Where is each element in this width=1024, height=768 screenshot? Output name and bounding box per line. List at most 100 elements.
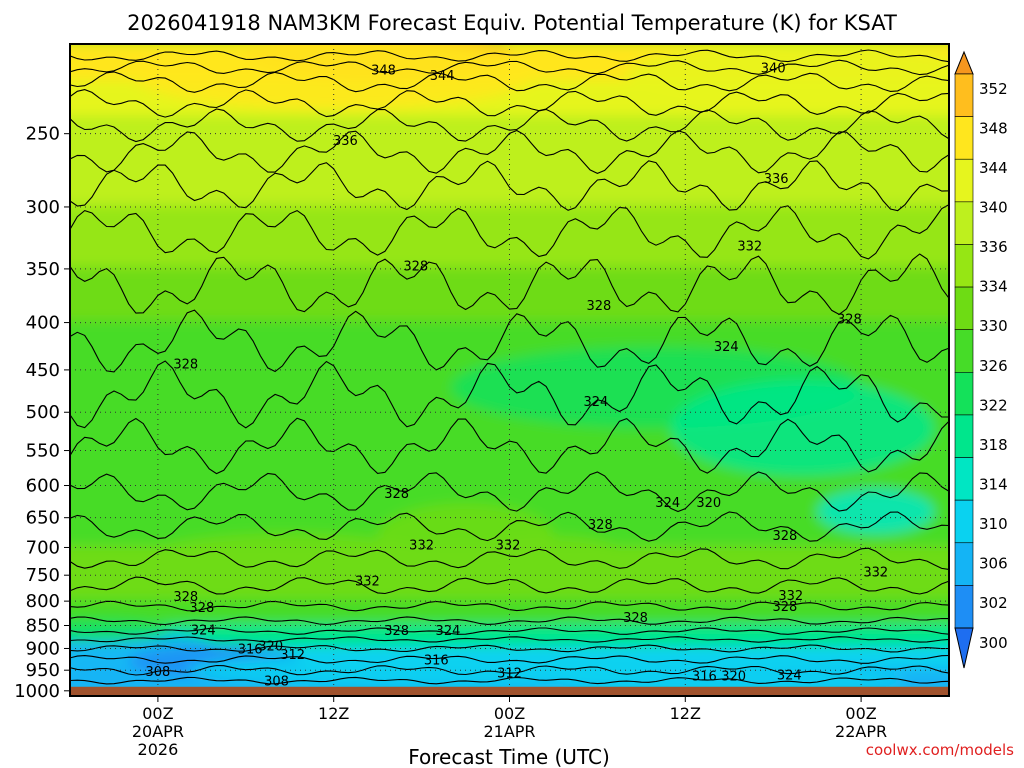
y-tick-label: 450 [26,360,60,381]
colorbar-label: 306 [979,555,1008,573]
y-tick-label: 500 [26,402,60,423]
contour-label: 324 [584,395,609,410]
theta-e-anomaly [70,619,173,642]
contour-label: 308 [145,665,170,680]
y-tick-label: 800 [26,591,60,612]
contour-label: 336 [333,134,358,149]
colorbar-label: 322 [979,396,1008,414]
colorbar-segment [954,585,974,629]
contour-label: 324 [777,668,802,683]
y-tick-label: 550 [26,441,60,462]
colorbar-label: 302 [979,594,1008,612]
contour-line [70,360,949,429]
contour-label: 328 [586,299,611,314]
contour-line [70,71,949,93]
contour-label: 328 [837,313,862,328]
contour-label: 336 [764,172,789,187]
theta-e-anomaly [143,533,437,585]
contour-label: 324 [655,496,680,511]
contour-line [70,676,949,685]
contour-line [70,160,949,212]
contour-line [70,129,949,175]
x-tick-label: 12Z [670,704,701,723]
colorbar-segment [954,244,974,288]
contour-line [70,616,949,626]
gridlines [70,44,949,696]
contour-line [70,664,949,676]
contour-label: 328 [189,601,214,616]
colorbar-label: 314 [979,476,1008,494]
x-tick-label: 22APR [835,722,887,741]
y-tick-label: 400 [26,313,60,334]
y-tick-label: 300 [26,197,60,218]
theta-e-anomaly [128,44,539,110]
contour-label: 328 [384,624,409,639]
colorbar-segment [954,372,974,416]
y-axis: 2503003504004505005506006507007508008509… [14,124,70,702]
colorbar-segment [954,457,974,501]
contour-line [70,417,949,475]
x-tick-label: 00Z [494,704,525,723]
contour-label: 312 [280,648,305,663]
contour-line [70,636,949,643]
colorbar-top-arrow [954,50,974,75]
contour-label: 320 [696,496,721,511]
contour-label: 328 [173,358,198,373]
contour-label: 316 [238,642,263,657]
contour-label: 316 [424,653,449,668]
colorbar-segment [954,414,974,458]
theta-e-anomaly [480,535,627,577]
colorbar-segment [954,73,974,117]
x-tick-label: 00Z [845,704,876,723]
colorbar-label: 300 [979,634,1008,652]
contour-line [70,89,949,118]
colorbar-segment [954,499,974,544]
contour-label: 324 [191,623,216,638]
credit-text: coolwx.com/models [866,741,1014,759]
y-tick-label: 900 [26,638,60,659]
colorbar-bottom-arrow [954,627,974,669]
theta-e-anomaly [670,380,935,476]
contour-label: 328 [173,590,198,605]
contour-label: 332 [778,589,803,604]
chart-title: 2026041918 NAM3KM Forecast Equiv. Potent… [127,11,897,35]
x-tick-label: 2026 [138,740,179,759]
y-tick-label: 600 [26,476,60,497]
colorbar-segment [954,286,974,330]
theta-e-band [70,266,949,325]
y-tick-label: 250 [26,124,60,145]
theta-e-anomaly [626,44,949,103]
colorbar-label: 340 [979,199,1008,217]
colorbar-label: 310 [979,515,1008,533]
theta-e-anomaly [553,668,906,693]
colorbar-label: 348 [979,119,1008,137]
contour-line [70,309,949,373]
y-tick-label: 350 [26,259,60,280]
contour-label: 316 [692,670,717,685]
theta-e-anomaly [817,489,935,534]
x-tick-label: 20APR [132,722,184,741]
colorbar-segment [954,542,974,586]
contour-label: 328 [384,487,409,502]
contour-line [70,654,949,664]
contour-label: 324 [436,624,461,639]
contour-labels: 348 3443403363363323283283283283243243283… [145,61,888,689]
colorbar-label: 334 [979,278,1008,296]
y-tick-label: 750 [26,565,60,586]
theta-e-anomaly [187,653,656,687]
y-tick-label: 950 [26,660,60,681]
contour-label: 348 [371,63,396,78]
contour-label: 332 [496,539,521,554]
colorbar-label: 336 [979,238,1008,256]
contour-line [70,627,949,635]
colorbar-label: 318 [979,436,1008,454]
contour-label: 332 [737,239,762,254]
x-tick-label: 00Z [142,704,173,723]
contour-line [70,203,949,260]
theta-e-anomaly [113,384,261,440]
contour-label: 320 [258,639,283,654]
y-tick-label: 850 [26,615,60,636]
contour-line [70,108,949,143]
contour-label: 332 [409,539,434,554]
